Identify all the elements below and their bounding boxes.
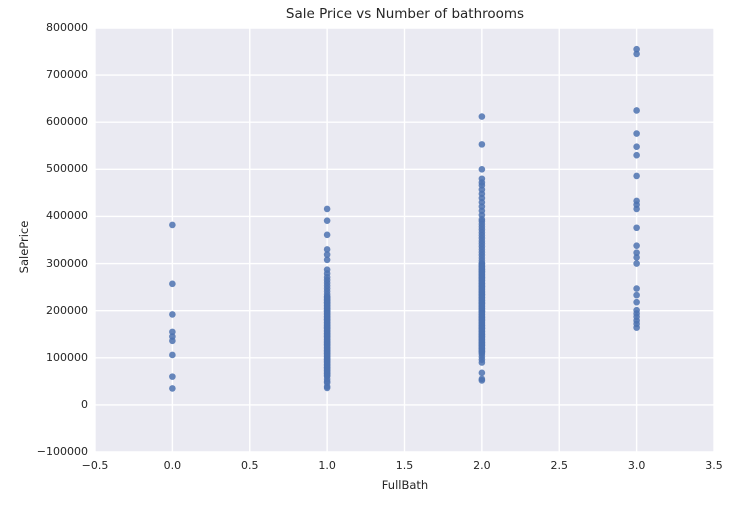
data-point — [323, 256, 331, 264]
data-point — [633, 298, 640, 306]
y-tick-label: 800000 — [46, 21, 88, 34]
data-point — [169, 351, 176, 359]
data-point — [323, 384, 331, 392]
data-point — [169, 221, 176, 229]
data-point — [323, 372, 331, 379]
data-point — [169, 337, 176, 345]
y-tick-label: 400000 — [46, 209, 88, 223]
y-tick-label: 0 — [81, 397, 88, 411]
x-tick-label: −0.5 — [81, 459, 109, 472]
x-tick-label: 1.0 — [318, 459, 336, 472]
x-tick-label: 2.0 — [473, 459, 491, 472]
x-tick-label: 0.5 — [241, 459, 259, 472]
data-point — [323, 231, 331, 239]
data-point — [633, 285, 640, 292]
data-point — [169, 280, 176, 288]
data-point — [478, 166, 486, 173]
data-point — [633, 291, 640, 299]
chart-title: Sale Price vs Number of bathrooms — [285, 6, 525, 22]
data-point — [633, 50, 640, 58]
data-point — [633, 260, 640, 267]
scatter-points-layer — [95, 28, 714, 452]
data-point — [323, 251, 331, 258]
data-point — [633, 143, 640, 151]
y-tick-label: 100000 — [46, 350, 88, 364]
data-point — [633, 172, 640, 180]
data-point — [478, 377, 486, 384]
data-point — [478, 359, 486, 366]
data-point — [633, 107, 640, 114]
data-point — [633, 249, 640, 257]
y-tick-label: 600000 — [46, 115, 88, 129]
data-point — [169, 311, 176, 318]
data-point — [478, 113, 486, 120]
x-axis-label: FullBath — [381, 478, 429, 492]
data-point — [633, 205, 640, 213]
data-point — [633, 224, 640, 232]
y-tick-label: −100000 — [36, 445, 88, 458]
data-point — [633, 254, 640, 261]
y-tick-label: 300000 — [46, 256, 88, 270]
x-tick-label: 3.0 — [627, 459, 646, 472]
x-tick-label: 3.5 — [705, 459, 723, 472]
data-point — [323, 246, 331, 253]
y-tick-label: 200000 — [46, 303, 88, 317]
data-point — [169, 328, 176, 336]
data-point — [633, 242, 640, 249]
data-point — [478, 349, 486, 356]
x-tick-label: 1.5 — [395, 459, 414, 472]
data-point — [633, 130, 640, 137]
y-axis-label: SalePrice — [17, 220, 31, 274]
data-point — [169, 373, 176, 380]
plot-area — [95, 28, 714, 452]
x-tick-label: 0.0 — [163, 459, 182, 472]
data-point — [633, 45, 640, 53]
data-point — [478, 141, 486, 148]
data-point — [323, 217, 331, 224]
data-point — [323, 205, 331, 213]
y-tick-label: 500000 — [46, 162, 88, 176]
data-point — [633, 324, 640, 331]
y-tick-label: 700000 — [46, 68, 88, 82]
data-point — [633, 151, 640, 159]
data-point — [169, 385, 176, 392]
data-point — [478, 369, 486, 377]
x-tick-label: 2.5 — [550, 459, 569, 472]
